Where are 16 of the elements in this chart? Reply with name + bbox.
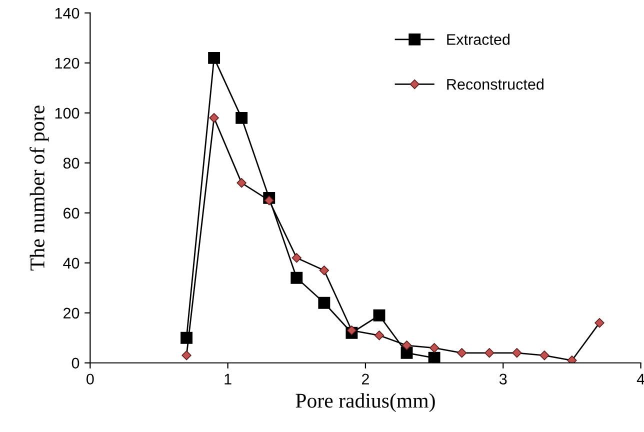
x-tick-label: 2 (362, 374, 369, 384)
y-tick-label: 0 (72, 358, 80, 369)
x-tick-label: 1 (224, 374, 232, 384)
y-tick-label: 20 (64, 308, 80, 319)
x-axis-title: Pore radius(mm) (296, 393, 435, 412)
legend-label: Extracted (447, 34, 510, 45)
y-tick-label: 100 (55, 108, 80, 119)
legend-label: Reconstructed (447, 78, 544, 90)
y-tick-label: 140 (55, 8, 80, 19)
y-tick-label: 40 (63, 258, 80, 269)
y-tick-label: 80 (63, 158, 80, 169)
y-axis-title: The number of pore (30, 106, 49, 271)
x-tick-label: 3 (499, 374, 507, 385)
y-tick-label: 120 (55, 58, 80, 69)
x-tick-label: 0 (86, 374, 94, 385)
y-tick-label: 60 (64, 208, 80, 219)
